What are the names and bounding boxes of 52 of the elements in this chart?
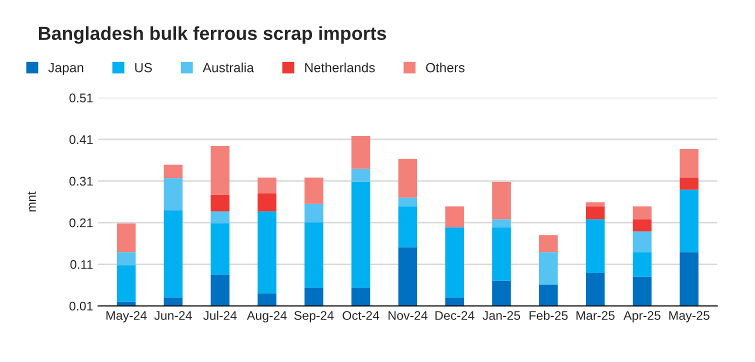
legend-label: Australia — [202, 62, 254, 72]
bar — [492, 182, 511, 220]
bar — [304, 178, 324, 204]
bar — [210, 211, 230, 224]
bar — [116, 252, 136, 266]
bar — [210, 194, 230, 212]
bar — [680, 178, 698, 190]
bar — [258, 178, 276, 194]
bar — [445, 206, 464, 228]
bar — [586, 206, 605, 220]
y-tick-label: 0.41 — [69, 135, 93, 144]
bar — [492, 219, 511, 228]
bar — [398, 198, 418, 206]
bar — [398, 158, 418, 198]
x-tick-label: May-24 — [106, 311, 147, 322]
x-tick-label: May-25 — [669, 311, 710, 322]
legend-label: US — [135, 62, 152, 72]
bar — [351, 168, 370, 182]
bar — [632, 219, 652, 232]
bar — [351, 136, 370, 169]
x-tick-label: Oct-24 — [342, 311, 380, 320]
y-tick-label: 0.51 — [69, 94, 93, 102]
x-tick-label: Aug-24 — [246, 311, 287, 322]
x-tick-label: Dec-24 — [435, 311, 474, 320]
bar — [539, 235, 558, 252]
x-tick-label: Apr-25 — [623, 311, 660, 322]
bar — [210, 146, 230, 195]
bar — [258, 193, 276, 212]
y-tick-label: 0.31 — [69, 176, 93, 186]
x-tick-label: Feb-25 — [530, 310, 568, 320]
x-tick-label: Jul-24 — [203, 310, 237, 320]
x-tick-label: Jan-25 — [482, 311, 520, 320]
bar — [116, 223, 136, 252]
chart-title: Bangladesh bulk ferrous scrap imports — [39, 26, 386, 44]
y-tick-label: 0.11 — [70, 260, 93, 269]
bar — [680, 148, 698, 178]
bar — [164, 178, 183, 211]
bar — [304, 204, 324, 222]
x-tick-label: Mar-25 — [576, 311, 615, 320]
legend-label: Japan — [48, 63, 84, 75]
y-axis-title: mnt — [28, 191, 36, 212]
y-tick-label: 0.21 — [69, 218, 93, 228]
bar — [586, 202, 605, 206]
bar — [632, 231, 652, 252]
legend-label: Others — [426, 62, 465, 72]
x-tick-label: Sep-24 — [294, 311, 334, 322]
legend-label: Netherlands — [305, 62, 375, 72]
bar — [632, 206, 652, 220]
y-tick-label: 0.01 — [69, 302, 93, 311]
bar — [164, 164, 183, 178]
x-tick-label: Nov-24 — [388, 311, 428, 320]
x-tick-label: Jun-24 — [154, 311, 192, 320]
